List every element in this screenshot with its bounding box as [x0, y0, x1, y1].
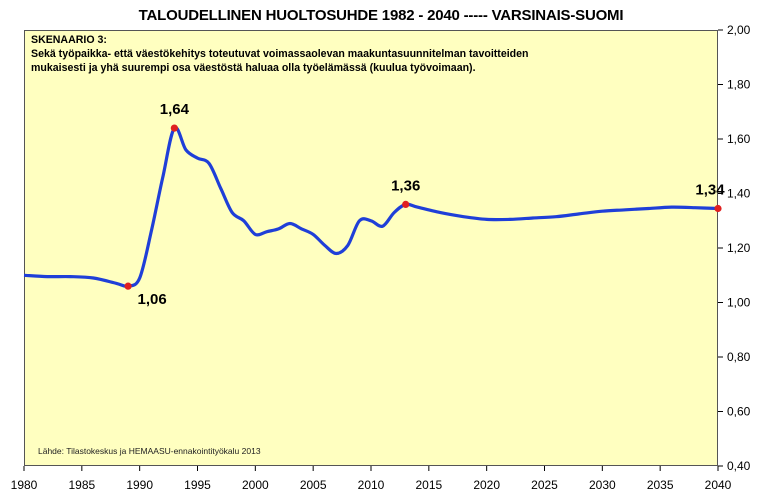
data-point-marker	[402, 200, 410, 208]
chart-title: TALOUDELLINEN HUOLTOSUHDE 1982 - 2040 --…	[138, 7, 624, 24]
x-tick-label: 1985	[68, 478, 95, 492]
scenario-text-line-1: Sekä työpaikka- että väestökehitys toteu…	[31, 48, 529, 60]
y-tick-label: 1,80	[727, 78, 751, 92]
x-tick-label: 2010	[358, 478, 385, 492]
x-tick-label: 1995	[184, 478, 211, 492]
x-tick-label: 2035	[647, 478, 674, 492]
x-tick-label: 2040	[705, 478, 732, 492]
x-tick-label: 2030	[589, 478, 616, 492]
x-tick-label: 2015	[415, 478, 442, 492]
data-label: 1,06	[137, 291, 166, 308]
x-tick-label: 1980	[11, 478, 38, 492]
data-label: 1,34	[695, 181, 725, 198]
plot-area	[24, 30, 718, 466]
data-point-marker	[170, 124, 178, 132]
y-tick-label: 1,20	[727, 241, 751, 255]
data-label: 1,36	[391, 177, 420, 194]
scenario-annotation: SKENAARIO 3: Sekä työpaikka- että väestö…	[31, 33, 528, 75]
scenario-text-line-2: mukaisesti ja yhä suurempi osa väestöstä…	[31, 62, 476, 74]
scenario-heading: SKENAARIO 3:	[31, 34, 107, 46]
x-tick-label: 2005	[300, 478, 327, 492]
x-tick-label: 1990	[126, 478, 153, 492]
y-tick-label: 0,80	[727, 350, 751, 364]
data-label: 1,64	[160, 101, 190, 118]
y-tick-label: 1,00	[727, 296, 751, 310]
y-tick-label: 1,60	[727, 132, 751, 146]
y-tick-label: 1,40	[727, 187, 751, 201]
y-tick-label: 0,40	[727, 459, 751, 473]
source-note: Lähde: Tilastokeskus ja HEMAASU-ennakoin…	[38, 446, 261, 456]
series-line	[23, 125, 719, 288]
y-tick-label: 2,00	[727, 23, 751, 37]
x-tick-label: 2020	[473, 478, 500, 492]
x-tick-label: 2025	[531, 478, 558, 492]
y-tick-label: 0,60	[727, 405, 751, 419]
data-point-marker	[714, 204, 722, 213]
data-point-marker	[124, 282, 132, 290]
x-tick-label: 2000	[242, 478, 269, 492]
